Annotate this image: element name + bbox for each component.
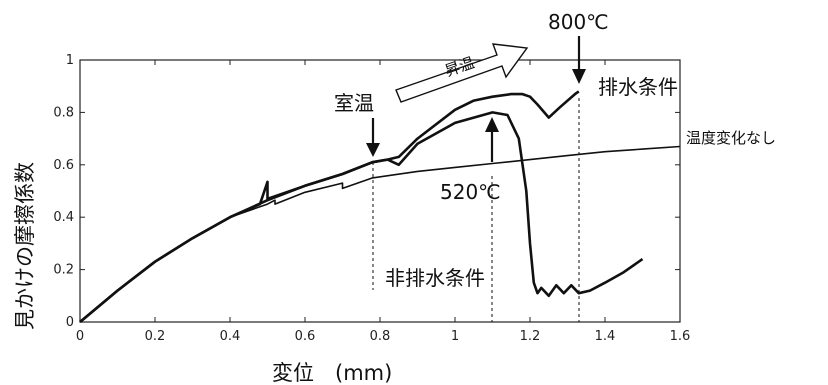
series-line-1	[79, 145, 681, 323]
x-axis-title: 変位 (mm)	[272, 361, 392, 385]
x-tick-label: 1.4	[595, 329, 616, 344]
y-tick-label: 1	[66, 53, 74, 68]
series-line-3	[79, 111, 644, 323]
y-tick-label: 0	[66, 315, 74, 330]
temp-520-label: 520℃	[440, 180, 501, 204]
temp-800-label: 800℃	[548, 10, 609, 34]
y-tick-label: 0.2	[53, 263, 74, 278]
x-axis-ticks: 0 0.2 0.4 0.6 0.8 1 1.2 1.4 1.6	[76, 60, 690, 344]
x-tick-label: 0	[76, 329, 84, 344]
reference-lines	[372, 98, 580, 322]
x-tick-label: 1.2	[520, 329, 541, 344]
series-group	[79, 90, 681, 323]
drained-label: 排水条件	[598, 75, 678, 99]
x-tick-label: 1	[451, 329, 459, 344]
y-axis-ticks: 0 0.2 0.4 0.6 0.8 1	[53, 53, 680, 330]
x-tick-label: 0.6	[295, 329, 316, 344]
y-tick-label: 0.6	[53, 158, 74, 173]
x-tick-label: 1.6	[670, 329, 691, 344]
temp-800-arrow	[572, 36, 586, 84]
x-tick-label: 0.8	[370, 329, 391, 344]
x-tick-label: 0.4	[220, 329, 241, 344]
y-tick-label: 0.8	[53, 105, 74, 120]
room-temp-label: 室温	[334, 91, 374, 115]
undrained-label: 非排水条件	[385, 266, 485, 290]
no-temp-change-label: 温度変化なし	[686, 129, 776, 147]
temp-520-arrow	[485, 117, 499, 162]
series-line-2	[79, 90, 580, 323]
heating-arrow	[395, 43, 529, 103]
y-axis-title: 見かけの摩擦係数	[13, 162, 37, 330]
room-temp-arrow	[366, 118, 380, 157]
x-tick-label: 0.2	[145, 329, 166, 344]
plot-frame	[79, 59, 681, 323]
y-tick-label: 0.4	[53, 210, 74, 225]
